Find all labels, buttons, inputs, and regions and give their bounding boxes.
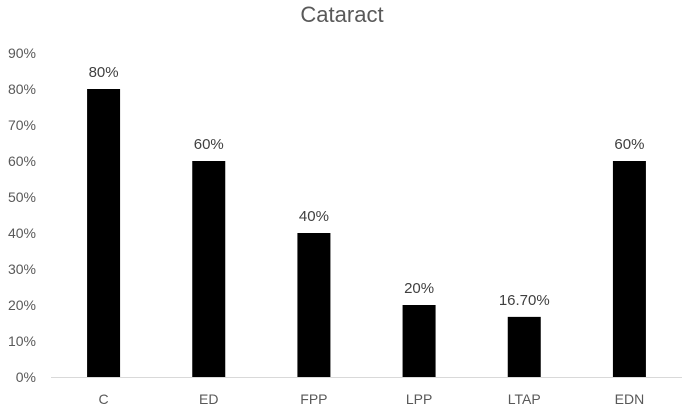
y-tick-label: 80% bbox=[8, 81, 36, 97]
y-tick-label: 30% bbox=[8, 261, 36, 277]
y-tick-label: 50% bbox=[8, 189, 36, 205]
x-tick-label-ed: ED bbox=[199, 391, 218, 407]
data-labels: 80% 60% 40% 20% 16.70% 60% bbox=[89, 64, 645, 309]
bars bbox=[87, 89, 646, 377]
y-tick-label: 0% bbox=[16, 369, 36, 385]
bar-c bbox=[87, 89, 121, 377]
y-tick-label: 20% bbox=[8, 297, 36, 313]
y-tick-label: 40% bbox=[8, 225, 36, 241]
data-label-c: 80% bbox=[89, 64, 119, 81]
data-label-lpp: 20% bbox=[404, 280, 434, 297]
x-tick-label-edn: EDN bbox=[615, 391, 645, 407]
x-tick-label-fpp: FPP bbox=[300, 391, 327, 407]
x-tick-label-ltap: LTAP bbox=[508, 391, 541, 407]
bar-ed bbox=[192, 161, 226, 377]
x-axis-ticks: C ED FPP LPP LTAP EDN bbox=[99, 391, 645, 407]
y-tick-label: 60% bbox=[8, 153, 36, 169]
data-label-edn: 60% bbox=[614, 136, 644, 153]
y-tick-label: 70% bbox=[8, 117, 36, 133]
data-label-fpp: 40% bbox=[299, 208, 329, 225]
x-tick-label-lpp: LPP bbox=[406, 391, 432, 407]
data-label-ltap: 16.70% bbox=[499, 292, 550, 309]
x-tick-label-c: C bbox=[99, 391, 109, 407]
y-axis-ticks: 0% 10% 20% 30% 40% 50% 60% 70% 80% 90% bbox=[8, 45, 36, 385]
data-label-ed: 60% bbox=[194, 136, 224, 153]
chart-title: Cataract bbox=[300, 2, 383, 27]
bar-lpp bbox=[402, 305, 436, 377]
y-tick-label: 10% bbox=[8, 333, 36, 349]
bar-ltap bbox=[507, 316, 541, 377]
y-tick-label: 90% bbox=[8, 45, 36, 61]
bar-fpp bbox=[297, 233, 331, 377]
bar-edn bbox=[612, 161, 646, 377]
